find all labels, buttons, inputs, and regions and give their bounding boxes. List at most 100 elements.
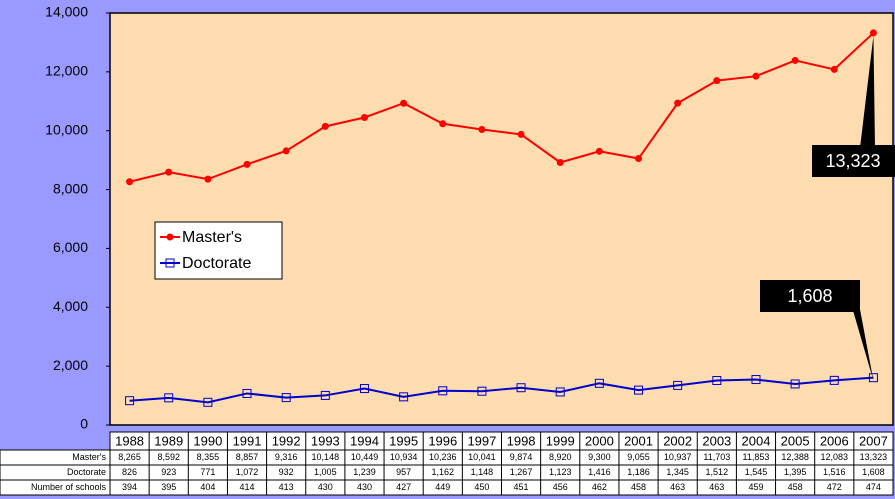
table-cell: 13,323 bbox=[860, 452, 888, 462]
table-cell: 1,395 bbox=[784, 467, 807, 477]
x-tick-label: 2007 bbox=[859, 433, 888, 448]
x-tick-label: 2006 bbox=[820, 433, 849, 448]
table-cell: 451 bbox=[514, 482, 529, 492]
marker bbox=[126, 178, 134, 186]
y-tick-label: 10,000 bbox=[45, 121, 88, 137]
marker bbox=[712, 376, 722, 386]
marker bbox=[281, 393, 291, 403]
y-tick-label: 14,000 bbox=[45, 4, 88, 20]
table-cell: 1,162 bbox=[432, 467, 455, 477]
marker bbox=[204, 175, 212, 183]
table-cell: 10,236 bbox=[429, 452, 457, 462]
marker bbox=[790, 379, 800, 389]
table-cell: 8,920 bbox=[549, 452, 572, 462]
table-cell: 450 bbox=[474, 482, 489, 492]
callout-box bbox=[812, 145, 895, 177]
x-tick-label: 1992 bbox=[272, 433, 301, 448]
marker bbox=[320, 390, 330, 400]
table-cell: 394 bbox=[122, 482, 137, 492]
table-cell: 8,355 bbox=[197, 452, 220, 462]
plot-area bbox=[109, 12, 894, 426]
x-tick-label: 2001 bbox=[624, 433, 653, 448]
x-tick-label: 1988 bbox=[115, 433, 144, 448]
table-cell: 1,345 bbox=[666, 467, 689, 477]
marker bbox=[634, 385, 644, 395]
table-cell: 10,934 bbox=[390, 452, 418, 462]
table-row-label: Master's bbox=[72, 452, 106, 462]
marker bbox=[555, 387, 565, 397]
table-cell: 456 bbox=[553, 482, 568, 492]
x-tick-label: 1990 bbox=[193, 433, 222, 448]
marker bbox=[477, 386, 487, 396]
table-cell: 463 bbox=[670, 482, 685, 492]
y-tick-label: 8,000 bbox=[53, 180, 88, 196]
legend-label: Master's bbox=[182, 229, 242, 246]
table-cell: 8,857 bbox=[236, 452, 259, 462]
table-cell: 472 bbox=[827, 482, 842, 492]
x-tick-label: 1997 bbox=[467, 433, 496, 448]
table-cell: 1,516 bbox=[823, 467, 846, 477]
table-cell: 458 bbox=[788, 482, 803, 492]
table-cell: 404 bbox=[200, 482, 215, 492]
table-cell: 459 bbox=[748, 482, 763, 492]
x-tick-label: 2005 bbox=[781, 433, 810, 448]
table-cell: 771 bbox=[200, 467, 215, 477]
series-line bbox=[129, 376, 874, 404]
table-cell: 1,186 bbox=[627, 467, 650, 477]
table-cell: 458 bbox=[631, 482, 646, 492]
marker bbox=[321, 122, 329, 130]
table-cell: 9,874 bbox=[510, 452, 533, 462]
callout-label: 13,323 bbox=[825, 151, 880, 171]
table-cell: 10,041 bbox=[468, 452, 496, 462]
marker bbox=[713, 77, 721, 85]
callout-box bbox=[760, 280, 860, 312]
marker bbox=[751, 375, 761, 385]
marker bbox=[868, 373, 878, 383]
y-tick-label: 0 bbox=[80, 416, 88, 432]
table-cell: 11,853 bbox=[743, 452, 770, 462]
table-cell: 10,449 bbox=[351, 452, 379, 462]
table-cell: 413 bbox=[279, 482, 294, 492]
table-cell: 9,300 bbox=[588, 452, 611, 462]
y-tick-label: 12,000 bbox=[45, 63, 88, 79]
x-tick-label: 1994 bbox=[350, 433, 379, 448]
table-cell: 414 bbox=[240, 482, 255, 492]
marker bbox=[791, 56, 799, 64]
table-cell: 1,148 bbox=[471, 467, 494, 477]
marker bbox=[869, 29, 877, 37]
table-cell: 9,055 bbox=[627, 452, 650, 462]
y-tick-label: 4,000 bbox=[53, 298, 88, 314]
marker bbox=[673, 380, 683, 390]
table-row-label: Number of schools bbox=[31, 482, 107, 492]
table-cell: 957 bbox=[396, 467, 411, 477]
marker bbox=[243, 160, 251, 168]
marker bbox=[594, 378, 604, 388]
table-cell: 923 bbox=[161, 467, 176, 477]
x-tick-label: 1989 bbox=[154, 433, 183, 448]
legend-marker bbox=[166, 233, 174, 241]
marker bbox=[164, 393, 174, 403]
marker bbox=[360, 114, 368, 122]
table-cell: 474 bbox=[866, 482, 881, 492]
marker bbox=[478, 126, 486, 134]
x-tick-label: 1991 bbox=[233, 433, 262, 448]
marker bbox=[595, 147, 603, 155]
table-cell: 449 bbox=[435, 482, 450, 492]
callout-label: 1,608 bbox=[787, 286, 832, 306]
x-tick-label: 1993 bbox=[311, 433, 340, 448]
marker bbox=[438, 386, 448, 396]
marker bbox=[516, 383, 526, 393]
marker bbox=[282, 147, 290, 155]
table-cell: 1,512 bbox=[706, 467, 729, 477]
table-cell: 463 bbox=[709, 482, 724, 492]
table-cell: 1,608 bbox=[862, 467, 885, 477]
x-tick-label: 1995 bbox=[389, 433, 418, 448]
x-tick-label: 2002 bbox=[663, 433, 692, 448]
table-cell: 1,072 bbox=[236, 467, 259, 477]
table-cell: 8,265 bbox=[118, 452, 141, 462]
marker bbox=[517, 130, 525, 138]
legend bbox=[154, 221, 283, 280]
legend-label: Doctorate bbox=[182, 255, 251, 272]
y-tick-label: 2,000 bbox=[53, 357, 88, 373]
